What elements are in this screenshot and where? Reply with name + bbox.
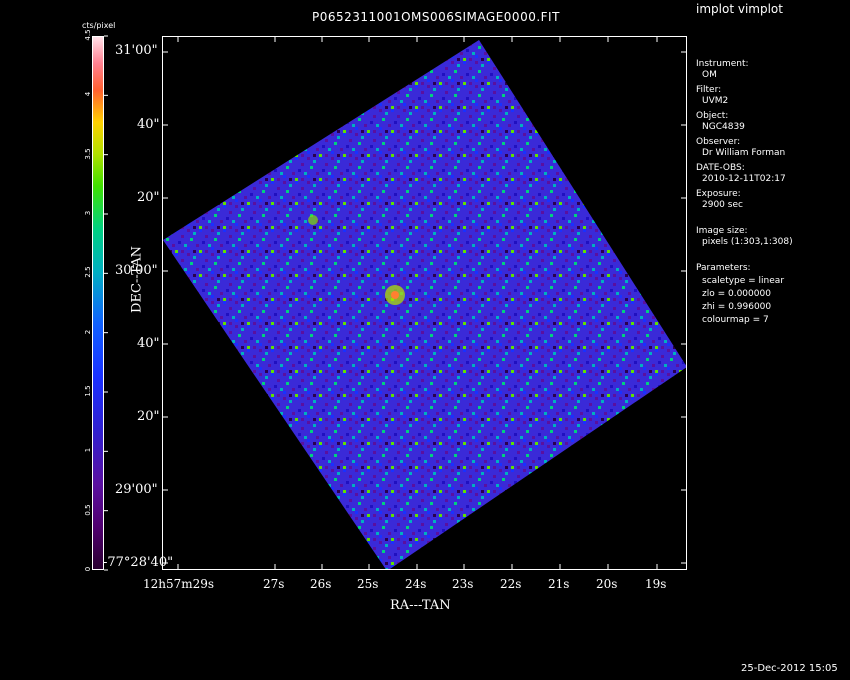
- instrument-value: OM: [702, 70, 717, 80]
- colorbar-tick-label: 0: [84, 566, 92, 572]
- xtick-label: 27s: [263, 577, 285, 591]
- observer-label: Observer:: [696, 137, 741, 147]
- plot-frame: [162, 36, 687, 570]
- ytick-label: 20": [137, 409, 160, 424]
- sky-image[interactable]: [163, 37, 686, 569]
- object-value: NGC4839: [702, 122, 745, 132]
- colorbar-tick-label: 2: [84, 329, 92, 334]
- info-panel: Instrument: OM Filter: UVM2 Object: NGC4…: [696, 59, 846, 326]
- date-obs-value: 2010-12-11T02:17: [702, 174, 786, 184]
- bright-source-core: [391, 291, 399, 299]
- param-scaletype: scaletype = linear: [702, 276, 785, 286]
- date-obs-label: DATE-OBS:: [696, 163, 745, 173]
- colorbar: [92, 36, 104, 570]
- colorbar-tick-label: 0.5: [84, 504, 92, 516]
- colorbar-unit-label: cts/pixel: [82, 21, 116, 30]
- exposure-value: 2900 sec: [702, 200, 743, 210]
- parameters-label: Parameters:: [696, 263, 751, 273]
- filter-value: UVM2: [702, 96, 729, 106]
- colorbar-tick-label: 4: [84, 92, 92, 97]
- xtick-label: 22s: [500, 577, 522, 591]
- x-axis-label: RA---TAN: [390, 598, 451, 613]
- image-size-value: pixels (1:303,1:308): [702, 237, 793, 247]
- exposure-label: Exposure:: [696, 189, 741, 199]
- param-zhi: zhi = 0.996000: [702, 302, 772, 312]
- colorbar-tick-label: 2.5: [84, 266, 92, 278]
- faint-source: [308, 215, 318, 225]
- xtick-label: 23s: [452, 577, 474, 591]
- object-label: Object:: [696, 111, 729, 121]
- program-label: implot vimplot: [696, 2, 783, 16]
- image-title: P0652311001OMS006SIMAGE0000.FIT: [312, 10, 560, 24]
- colorbar-tick-label: 3: [84, 210, 92, 216]
- xtick-label: 25s: [357, 577, 379, 591]
- colorbar-tick-label: 3.5: [84, 148, 92, 160]
- ytick-label: 20": [137, 190, 160, 205]
- y-axis-label: DEC--TAN: [129, 246, 145, 313]
- param-zlo: zlo = 0.000000: [702, 289, 771, 299]
- instrument-label: Instrument:: [696, 59, 749, 69]
- image-size-label: Image size:: [696, 226, 748, 236]
- image-footprint: [163, 40, 686, 569]
- xtick-label: 19s: [645, 577, 667, 591]
- xtick-label: 20s: [596, 577, 618, 591]
- timestamp: 25-Dec-2012 15:05: [741, 663, 838, 674]
- filter-label: Filter:: [696, 85, 722, 95]
- colorbar-tick-label: 4.5: [84, 29, 92, 41]
- xtick-label: 12h57m29s: [143, 577, 215, 591]
- colorbar-tick-label: 1: [84, 448, 92, 453]
- xtick-label: 21s: [548, 577, 570, 591]
- colorbar-tick-label: 1.5: [84, 385, 92, 397]
- ytick-label: 40": [137, 336, 160, 351]
- ytick-label: 29'00": [115, 482, 158, 497]
- ytick-label: 30'00": [115, 263, 158, 278]
- xtick-label: 26s: [310, 577, 332, 591]
- ytick-label: -77°28'40": [103, 555, 174, 570]
- observer-value: Dr William Forman: [702, 148, 786, 158]
- xtick-label: 24s: [405, 577, 427, 591]
- ytick-label: 40": [137, 117, 160, 132]
- param-colourmap: colourmap = 7: [702, 315, 769, 325]
- ytick-label: 31'00": [115, 43, 158, 58]
